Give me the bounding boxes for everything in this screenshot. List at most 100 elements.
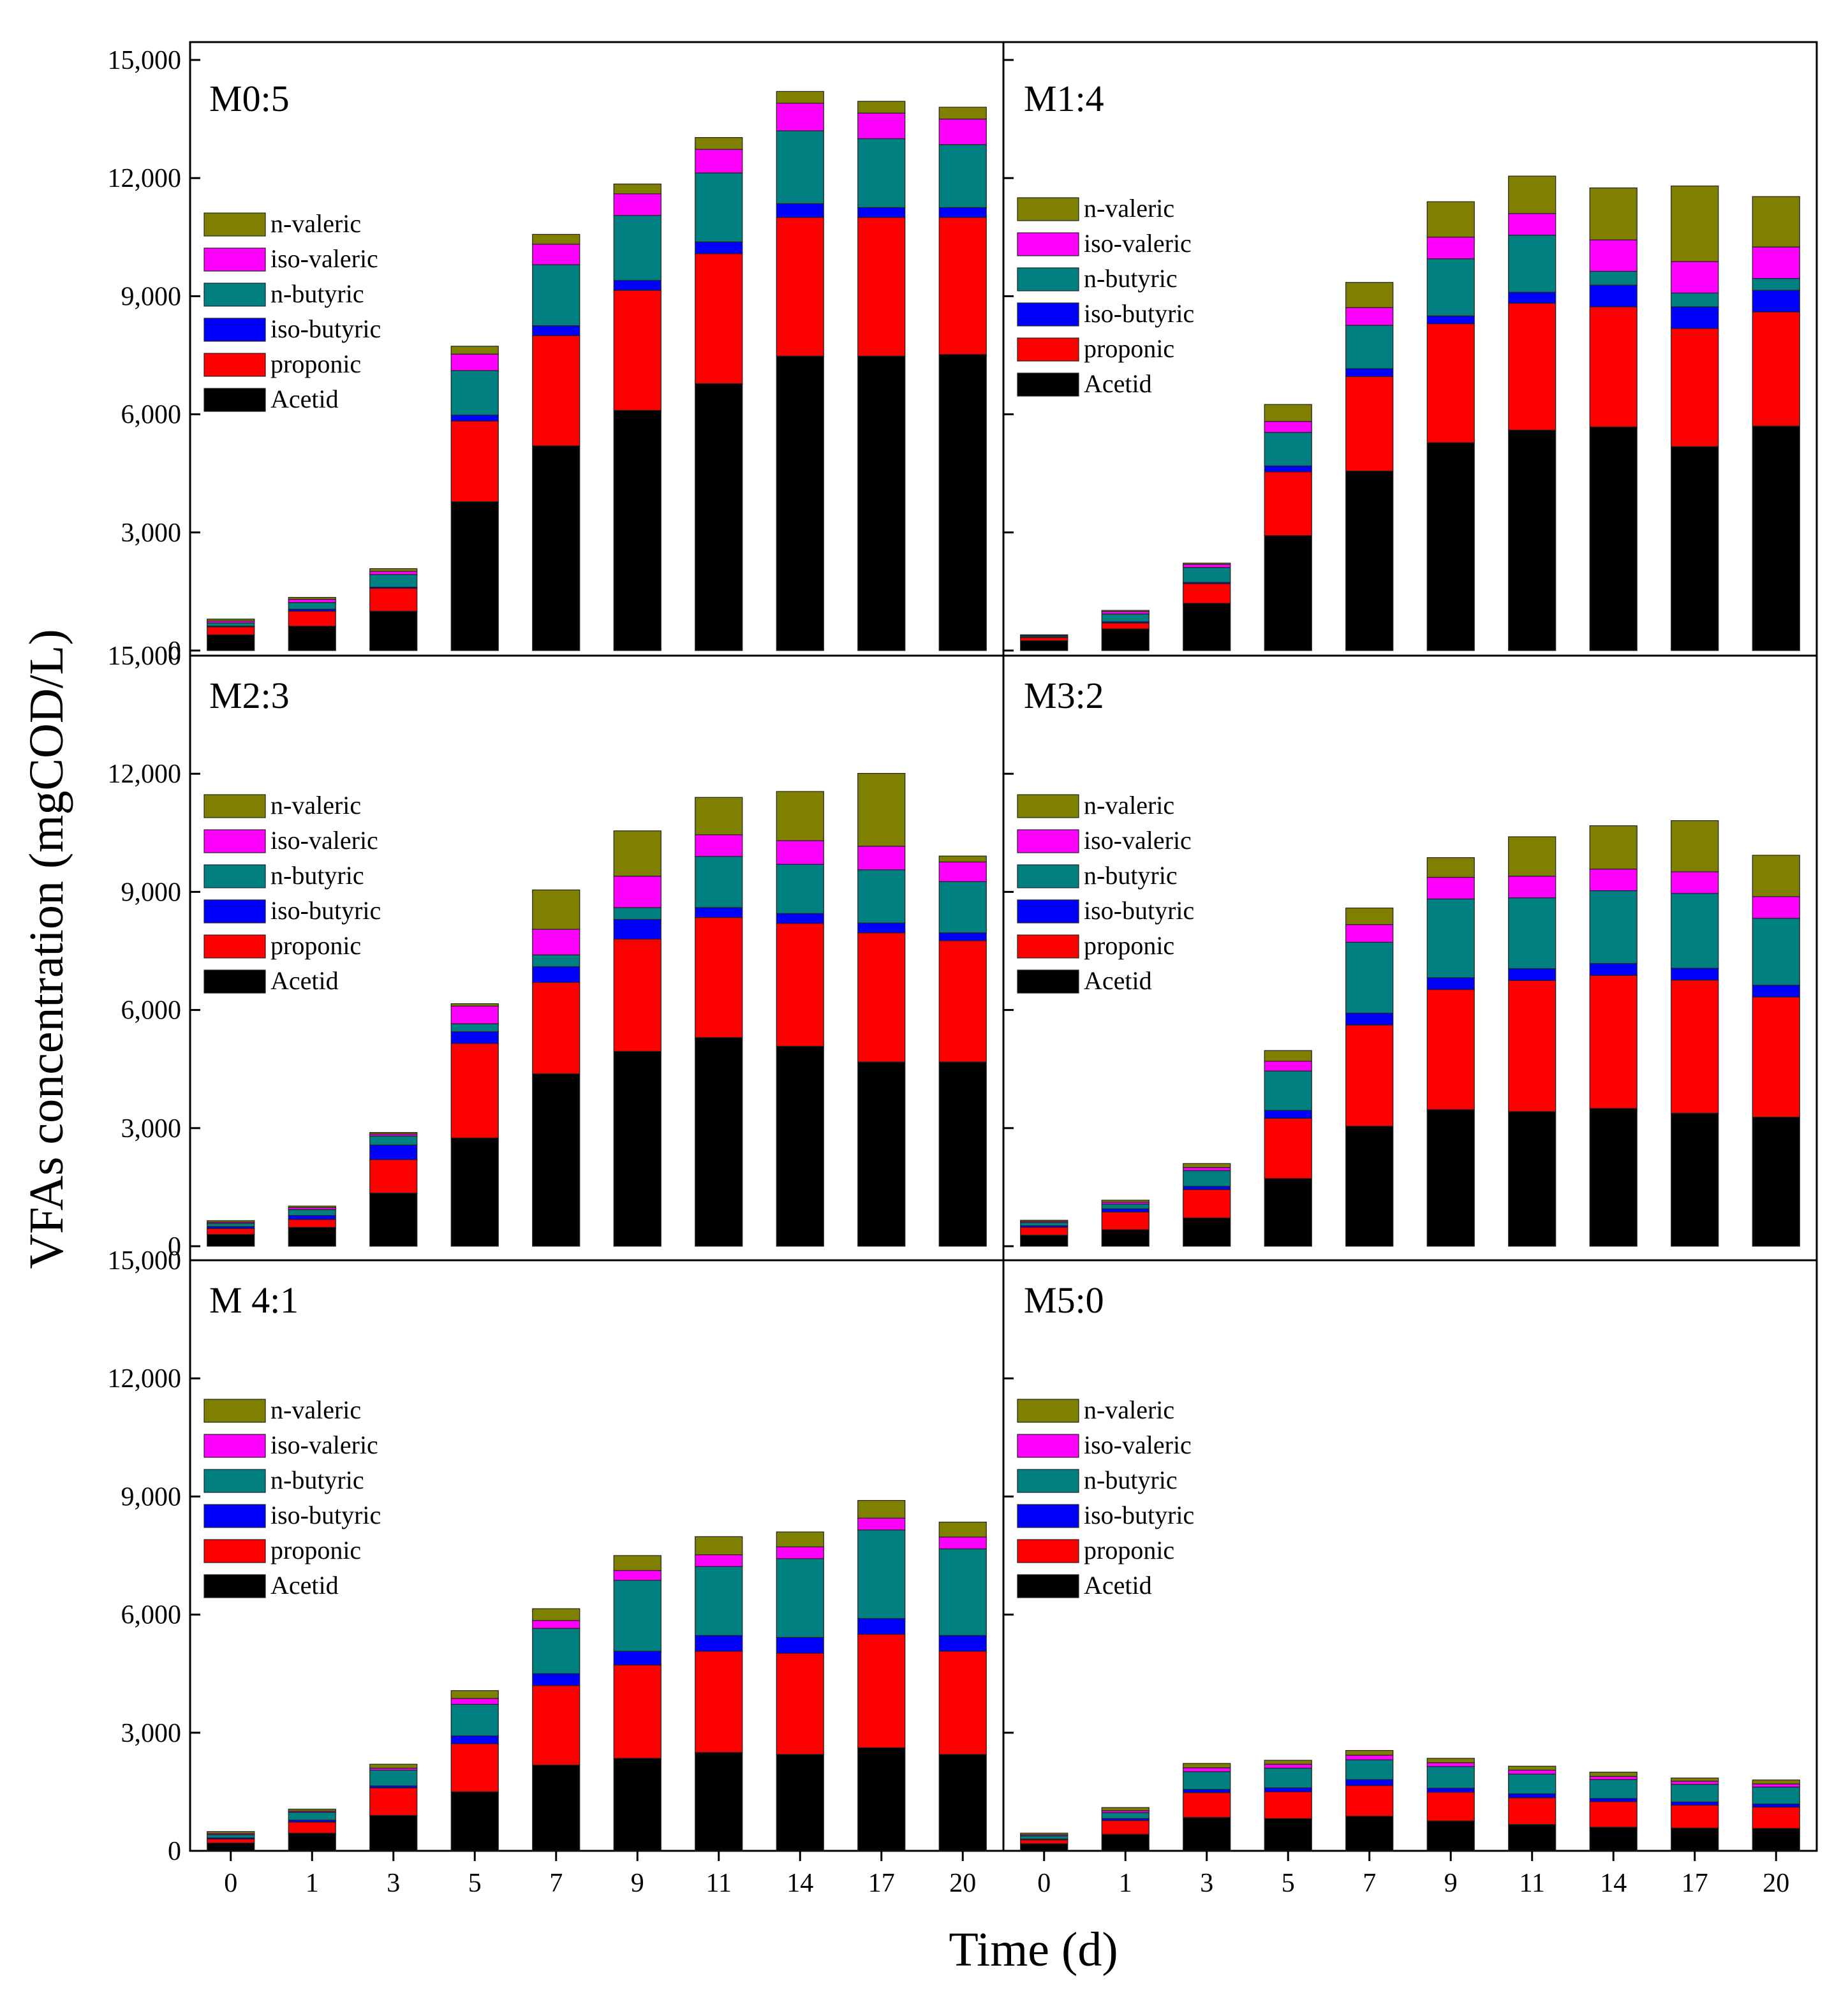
bar-segment-n-butyric (1508, 1774, 1556, 1795)
bar-segment-proponic (776, 923, 824, 1047)
bar-segment-n-valeric (938, 855, 987, 863)
bar-segment-iso-valeric (1589, 1776, 1637, 1780)
bar-segment-n-valeric (369, 568, 418, 572)
bar-segment-n-butyric (1752, 1786, 1800, 1805)
bar-segment-acetid (207, 1843, 255, 1851)
bar-segment-acetid (1020, 1235, 1068, 1247)
legend-label: iso-valeric (1084, 826, 1192, 855)
legend-label: proponic (1084, 334, 1174, 363)
bar-segment-n-valeric (369, 1131, 418, 1135)
bar-segment-n-valeric (695, 137, 743, 150)
bar-segment-n-valeric (1264, 1050, 1312, 1062)
bar-segment-iso-butyric (1101, 1208, 1149, 1212)
bar-segment-acetid (695, 383, 743, 651)
legend-label: proponic (270, 1536, 361, 1564)
bar-segment-iso-valeric (1264, 1763, 1312, 1769)
bar-segment-n-butyric (288, 1811, 336, 1821)
legend-label: n-valeric (270, 209, 361, 238)
bar-segment-iso-butyric (695, 907, 743, 918)
bar-segment-n-butyric (207, 622, 255, 627)
bar-segment-iso-butyric (857, 207, 906, 218)
bar-segment-acetid (207, 634, 255, 651)
bar-segment-n-valeric (1589, 1771, 1637, 1777)
bar-segment-acetid (613, 1050, 662, 1247)
bar-segment-proponic (695, 253, 743, 385)
bar-segment-iso-valeric (1508, 213, 1556, 236)
bar-segment-n-butyric (288, 602, 336, 610)
bar-segment-proponic (1671, 328, 1719, 447)
bar-segment-iso-valeric (1508, 1769, 1556, 1775)
legend-label: Acetid (270, 966, 339, 995)
bar-segment-acetid (1752, 1828, 1800, 1851)
panel-title: M3:2 (1024, 675, 1104, 716)
y-tick-label: 9,000 (121, 1482, 182, 1512)
bar-segment-iso-valeric (450, 1005, 499, 1024)
panel-title: M1:4 (1024, 78, 1104, 119)
bar-segment-iso-butyric (532, 966, 580, 983)
legend-label: n-valeric (1084, 791, 1174, 820)
bar-segment-n-butyric (857, 138, 906, 209)
bar-segment-iso-butyric (1508, 1793, 1556, 1799)
bar-segment-acetid (1101, 628, 1149, 651)
x-tick-label: 11 (1519, 1869, 1545, 1898)
bar-segment-acetid (1183, 1816, 1231, 1851)
y-tick-label: 12,000 (108, 1364, 182, 1394)
bar-segment-n-valeric (207, 1831, 255, 1834)
bar-segment-acetid (450, 1137, 499, 1247)
x-tick-label: 0 (1037, 1869, 1051, 1898)
bar-segment-n-butyric (1264, 432, 1312, 467)
bar-segment-n-butyric (857, 869, 906, 924)
bar-segment-acetid (1508, 1824, 1556, 1851)
x-tick-label: 20 (949, 1869, 976, 1898)
bar-segment-proponic (1589, 975, 1637, 1109)
y-tick-label: 15,000 (108, 1246, 182, 1276)
bar-segment-n-valeric (1752, 196, 1800, 247)
bar-segment-proponic (613, 1665, 662, 1759)
bar-segment-iso-valeric (1752, 246, 1800, 279)
legend-swatch (1017, 1469, 1079, 1493)
bar-segment-proponic (857, 217, 906, 357)
bar-segment-n-valeric (1671, 185, 1719, 262)
bar-segment-proponic (1183, 1189, 1231, 1219)
bar-segment-n-valeric (613, 183, 662, 195)
bar-segment-n-butyric (1345, 1759, 1394, 1780)
bar-segment-n-butyric (1020, 1835, 1068, 1840)
bar-segment-iso-butyric (613, 1651, 662, 1666)
bar-segment-iso-valeric (1183, 1767, 1231, 1772)
bar-segment-proponic (1020, 1839, 1068, 1844)
bar-segment-n-valeric (695, 797, 743, 835)
bar-segment-n-valeric (450, 346, 499, 355)
bar-segment-iso-valeric (1264, 421, 1312, 433)
bar-segment-proponic (1508, 980, 1556, 1112)
bar-segment-acetid (776, 1045, 824, 1247)
bar-segment-n-butyric (1508, 897, 1556, 969)
bar-segment-n-valeric (450, 1003, 499, 1007)
bar-segment-acetid (1671, 446, 1719, 651)
legend-label: iso-valeric (270, 244, 378, 273)
bar-segment-iso-valeric (1345, 1755, 1394, 1760)
legend-swatch (1017, 1574, 1079, 1598)
bar-segment-acetid (613, 1758, 662, 1851)
bar-segment-iso-butyric (532, 1673, 580, 1686)
legend-swatch (1017, 829, 1079, 853)
x-tick-label: 11 (706, 1869, 732, 1898)
bar-segment-iso-butyric (1264, 465, 1312, 473)
bar-segment-n-valeric (1671, 1778, 1719, 1782)
bar-segment-proponic (613, 290, 662, 411)
bar-segment-n-valeric (776, 791, 824, 841)
bar-segment-n-valeric (857, 101, 906, 114)
y-tick-label: 3,000 (121, 519, 182, 548)
bar-segment-n-butyric (1752, 278, 1800, 291)
bar-segment-n-valeric (1183, 1163, 1231, 1168)
bar-segment-n-valeric (776, 1531, 824, 1548)
bar-segment-n-butyric (938, 1548, 987, 1636)
bar-segment-proponic (450, 1043, 499, 1138)
bar-segment-acetid (450, 1791, 499, 1851)
legend-label: iso-valeric (270, 1431, 378, 1459)
bar-segment-iso-butyric (1345, 368, 1394, 377)
bar-segment-n-butyric (532, 954, 580, 968)
bar-segment-acetid (1101, 1229, 1149, 1247)
legend-swatch (1017, 1539, 1079, 1563)
bar-segment-iso-butyric (1183, 1186, 1231, 1190)
bar-segment-proponic (1345, 1024, 1394, 1127)
